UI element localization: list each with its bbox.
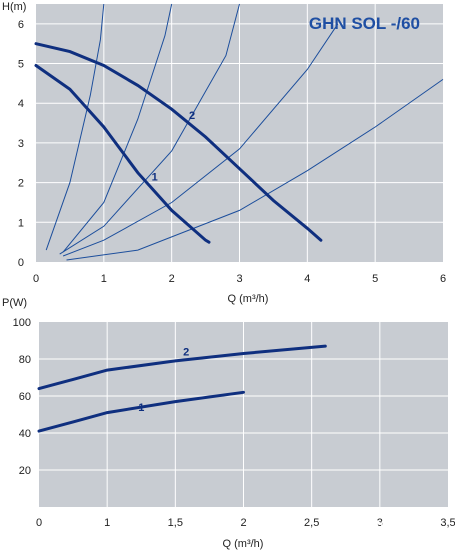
series-label: 2 — [189, 110, 195, 122]
power-x-ticks: 0 1 1,5 2 2,5 3 3,5 — [36, 517, 455, 529]
x-tick-label: 3 — [377, 517, 383, 529]
head-grid — [36, 4, 443, 262]
series-label: 2 — [183, 346, 189, 358]
head-y-ticks: 0 1 2 3 4 5 6 — [18, 19, 24, 269]
head-series — [34, 42, 323, 244]
x-tick-label: 3,5 — [440, 517, 455, 529]
x-tick-label: 1 — [101, 273, 107, 285]
power-grid — [39, 322, 448, 507]
system-curve — [45, 3, 105, 251]
series-label: 1 — [138, 402, 144, 414]
x-tick-label: 2 — [169, 273, 175, 285]
system-curve — [62, 23, 339, 257]
x-tick-label: 5 — [372, 273, 378, 285]
power-y-ticks: 20 40 60 80 100 — [13, 317, 31, 477]
head-x-ticks: 0 1 2 3 4 5 6 — [33, 273, 446, 285]
x-tick-label: 2,5 — [304, 517, 319, 529]
series-label: 1 — [152, 172, 158, 184]
head-x-axis-label: Q (m³/h) — [228, 293, 269, 305]
watermark: catalog.onliner.by — [347, 519, 433, 531]
chart-title: GHN SOL -/60 — [309, 14, 420, 33]
y-tick-label: 2 — [18, 178, 24, 190]
system-curve — [66, 78, 444, 261]
x-tick-label: 1,5 — [168, 517, 183, 529]
power-series-labels: 12 — [138, 346, 189, 414]
y-tick-label: 80 — [19, 354, 31, 366]
power-x-axis-label: Q (m³/h) — [223, 538, 264, 550]
y-tick-label: 4 — [18, 98, 24, 110]
x-tick-label: 6 — [440, 273, 446, 285]
head-curve-2 — [34, 42, 323, 242]
y-tick-label: 40 — [19, 428, 31, 440]
head-series-labels: 12 — [152, 110, 195, 184]
y-tick-label: 6 — [18, 19, 24, 31]
y-tick-label: 5 — [18, 59, 24, 71]
y-tick-label: 100 — [13, 317, 31, 329]
y-tick-label: 3 — [18, 138, 24, 150]
y-tick-label: 20 — [19, 465, 31, 477]
x-tick-label: 3 — [236, 273, 242, 285]
y-tick-label: 1 — [18, 217, 24, 229]
power-series — [37, 344, 327, 433]
head-y-axis-label: H(m) — [2, 1, 26, 13]
power-curve-1 — [37, 390, 245, 433]
system-curve — [59, 3, 240, 255]
x-tick-label: 4 — [304, 273, 310, 285]
x-tick-label: 0 — [33, 273, 39, 285]
power-curve-2 — [37, 344, 327, 391]
system-curves — [45, 3, 444, 261]
y-tick-label: 0 — [18, 257, 24, 269]
head-curve-1 — [34, 64, 211, 244]
x-tick-label: 0 — [36, 517, 42, 529]
x-tick-label: 2 — [240, 517, 246, 529]
y-tick-label: 60 — [19, 391, 31, 403]
power-y-axis-label: P(W) — [2, 297, 27, 309]
x-tick-label: 1 — [104, 517, 110, 529]
system-curve — [62, 3, 173, 253]
